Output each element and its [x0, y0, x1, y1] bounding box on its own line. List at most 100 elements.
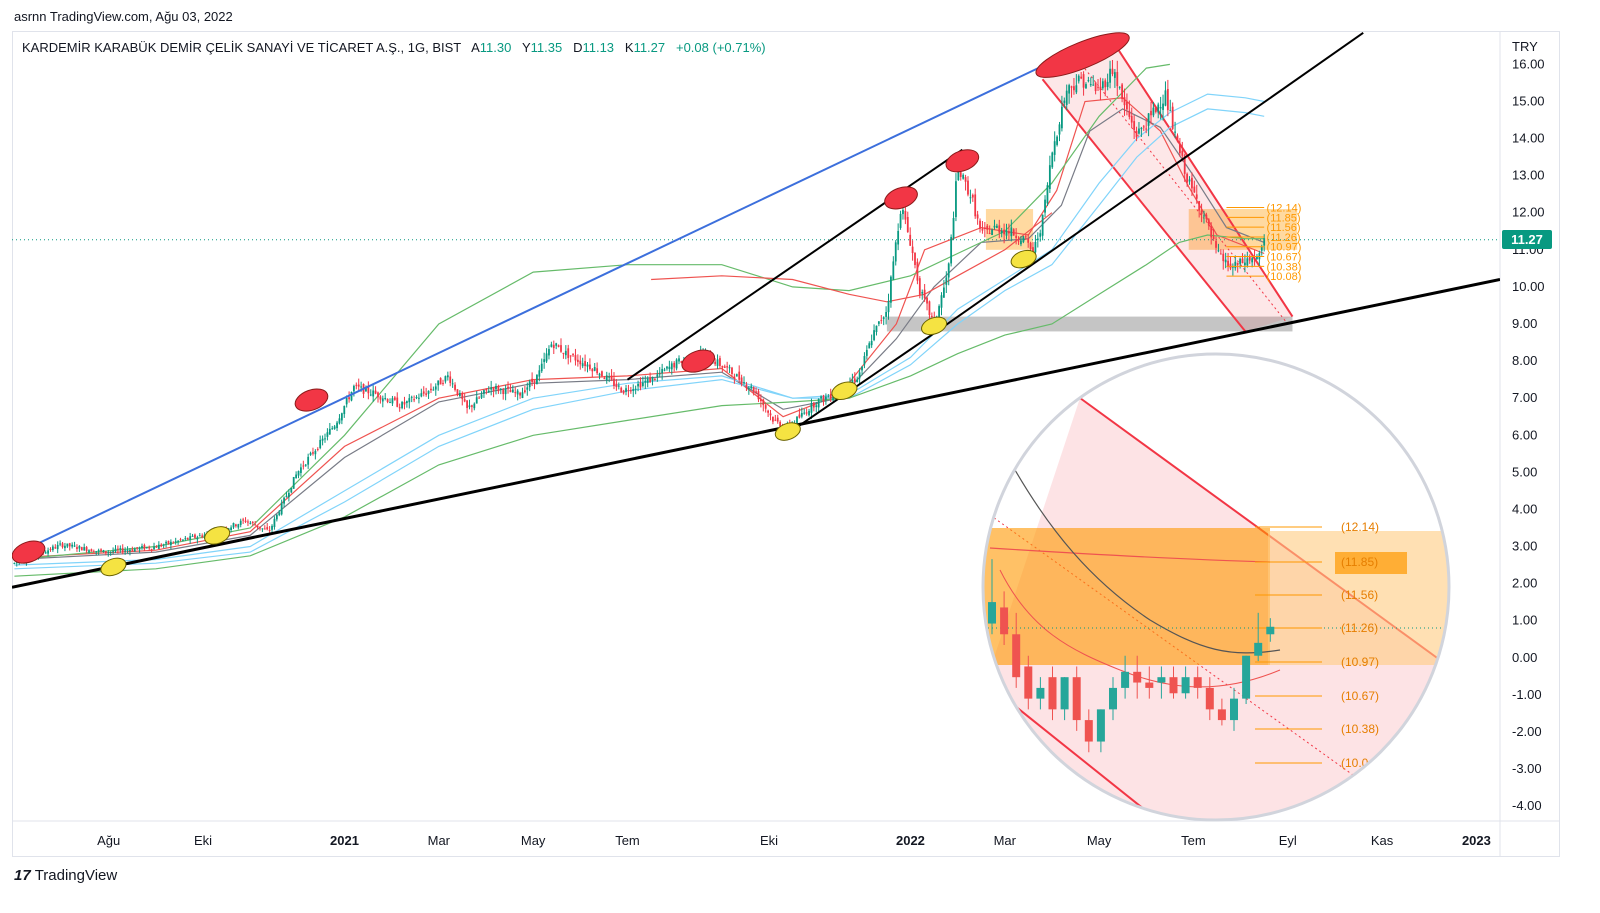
candle-body	[148, 547, 151, 549]
candle-body	[962, 174, 965, 179]
candle-body	[280, 502, 283, 515]
candle-body	[516, 390, 519, 395]
candle-body	[309, 452, 312, 455]
candle-body	[1041, 214, 1044, 236]
fib-level-label: (12.14)	[1267, 203, 1302, 215]
candle-body	[521, 392, 524, 398]
candle-body	[353, 385, 355, 392]
fib-level-label: (10.97)	[1267, 242, 1302, 254]
candle-body	[76, 547, 78, 550]
candle-body	[237, 524, 240, 528]
inset-fib-label: (10.97)	[1341, 655, 1379, 669]
candle-body	[1080, 76, 1083, 79]
candle-body	[73, 545, 76, 547]
candle-body	[603, 378, 606, 380]
candle-body	[466, 400, 468, 408]
candle-body	[940, 295, 943, 308]
y-tick-label: -2.00	[1512, 724, 1542, 739]
candle-body	[437, 380, 440, 386]
inset-candle-body	[1060, 677, 1069, 710]
candle-body	[1224, 259, 1227, 263]
candle-body	[1070, 86, 1073, 88]
candle-body	[275, 514, 278, 520]
candle-body	[121, 548, 124, 553]
candle-body	[51, 546, 54, 551]
candle-body	[1121, 84, 1124, 99]
candle-body	[1246, 258, 1249, 266]
candle-body	[738, 371, 741, 380]
candle-body	[1178, 144, 1181, 154]
candle-body	[165, 541, 167, 544]
candle-body	[890, 276, 892, 303]
candle-body	[930, 315, 933, 317]
y-tick-label: 2.00	[1512, 576, 1537, 591]
open-label: A	[471, 40, 480, 55]
candle-body	[473, 403, 476, 409]
candle-body	[637, 383, 639, 387]
candle-body	[242, 519, 245, 521]
candle-body	[463, 399, 466, 402]
candle-body	[1048, 165, 1051, 189]
candle-body	[863, 356, 866, 365]
candle-body	[451, 383, 454, 385]
candle-body	[858, 372, 861, 379]
candle-body	[167, 540, 170, 544]
candle-body	[1020, 240, 1022, 245]
candle-body	[271, 525, 273, 530]
inset-candle-body	[988, 602, 996, 624]
candle-body	[1166, 88, 1169, 111]
candle-body	[743, 382, 745, 384]
candle-body	[177, 540, 180, 542]
symbol-legend: KARDEMİR KARABÜK DEMİR ÇELİK SANAYİ VE T…	[22, 40, 766, 55]
candle-body	[162, 544, 165, 546]
candle-body	[302, 465, 305, 467]
candle-body	[870, 340, 873, 346]
candle-body	[300, 467, 302, 473]
candle-body	[995, 225, 998, 228]
candle-body	[230, 527, 232, 531]
swing-high-marker	[884, 186, 918, 210]
symbol-name: KARDEMİR KARABÜK DEMİR ÇELİK SANAYİ VE T…	[22, 40, 461, 55]
candle-body	[639, 382, 642, 388]
inset-fib-label: (10.67)	[1341, 689, 1379, 703]
candle-body	[875, 325, 878, 332]
tradingview-brand[interactable]: 17 TradingView	[14, 867, 117, 884]
candle-body	[336, 422, 338, 429]
candle-body	[413, 399, 416, 401]
candle-body	[1244, 262, 1246, 266]
candle-body	[812, 402, 815, 408]
candle-body	[504, 388, 507, 395]
candle-body	[468, 405, 471, 408]
currency-label: TRY	[1512, 39, 1538, 54]
candle-body	[1056, 136, 1058, 145]
candle-body	[355, 384, 358, 386]
candle-body	[943, 287, 945, 298]
candle-body	[1162, 103, 1164, 110]
swing-low-marker	[204, 526, 231, 545]
candle-body	[1193, 186, 1196, 193]
candle-body	[536, 374, 538, 385]
candle-body	[1217, 250, 1220, 252]
candle-body	[610, 375, 613, 380]
candle-body	[1260, 246, 1263, 251]
inset-fib-label: (11.85)	[1341, 555, 1378, 569]
candle-body	[369, 394, 372, 396]
candle-body	[273, 518, 276, 528]
candle-body	[974, 194, 977, 217]
candle-body	[259, 526, 261, 529]
candle-body	[1118, 86, 1121, 88]
candle-body	[1126, 101, 1128, 110]
y-tick-label: 7.00	[1512, 390, 1537, 405]
candle-body	[714, 361, 717, 365]
inset-candle-body	[1036, 687, 1045, 699]
candle-body	[1089, 84, 1092, 86]
moving-average-line	[14, 234, 1265, 577]
inset-candle-body	[1133, 671, 1142, 683]
candle-body	[1128, 110, 1131, 117]
candle-body	[126, 549, 129, 551]
candle-body	[249, 522, 252, 524]
candle-body	[425, 393, 428, 395]
candle-body	[899, 213, 902, 228]
trend-line	[12, 278, 1500, 589]
